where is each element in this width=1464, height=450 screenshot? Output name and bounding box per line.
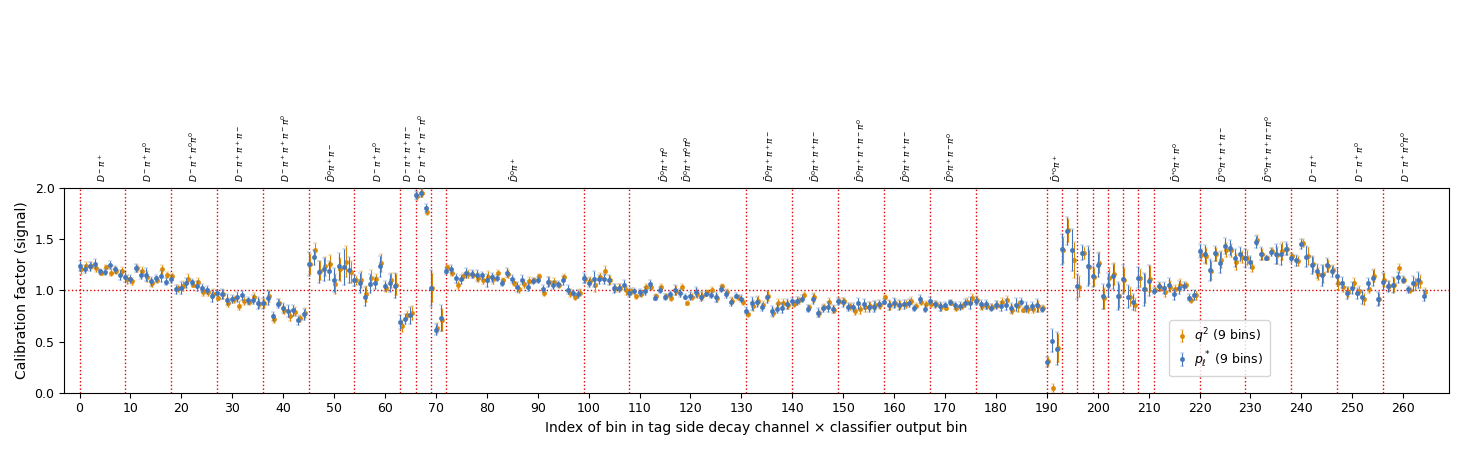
Text: $\bar{D}^0\pi^+\pi^0\pi^0$: $\bar{D}^0\pi^+\pi^0\pi^0$ — [681, 136, 694, 182]
Text: $D^-\pi^+\pi^+\pi^-$: $D^-\pi^+\pi^+\pi^-$ — [234, 126, 246, 182]
Text: $D^-\pi^+\pi^0$: $D^-\pi^+\pi^0$ — [372, 142, 384, 182]
Text: $D^-\pi^+\pi^0$: $D^-\pi^+\pi^0$ — [142, 142, 155, 182]
Text: $\bar{D}^0\pi^+\pi^-\pi^0$: $\bar{D}^0\pi^+\pi^-\pi^0$ — [944, 132, 956, 182]
Text: $D^-\pi^+\pi^0$: $D^-\pi^+\pi^0$ — [1354, 142, 1366, 182]
Text: $\bar{D}^0\pi^+\pi^+\pi^-$: $\bar{D}^0\pi^+\pi^+\pi^-$ — [900, 130, 914, 182]
Text: $D^-\pi^+$: $D^-\pi^+$ — [1309, 153, 1321, 182]
Text: $D^-\pi^+\pi^+\pi^-\pi^0$: $D^-\pi^+\pi^+\pi^-\pi^0$ — [417, 114, 429, 182]
Text: $D^-\pi^+\pi^0\pi^0$: $D^-\pi^+\pi^0\pi^0$ — [1400, 131, 1411, 182]
Text: $\bar{D}^0\pi^+\pi^-$: $\bar{D}^0\pi^+\pi^-$ — [325, 144, 338, 182]
Text: $\bar{D}^0\pi^+\pi^0$: $\bar{D}^0\pi^+\pi^0$ — [659, 146, 672, 182]
Text: $\bar{D}^0\pi^+\pi^+\pi^-$: $\bar{D}^0\pi^+\pi^+\pi^-$ — [763, 130, 776, 182]
Text: $\bar{D}^0\pi^+\pi^+\pi^-\pi^0$: $\bar{D}^0\pi^+\pi^+\pi^-\pi^0$ — [855, 118, 868, 182]
Text: $\bar{D}^{*0}\pi^+\pi^+\pi^-$: $\bar{D}^{*0}\pi^+\pi^+\pi^-$ — [1217, 127, 1228, 182]
Text: $D^-\pi^+$: $D^-\pi^+$ — [97, 153, 108, 182]
Text: $\bar{D}^0\pi^+$: $\bar{D}^0\pi^+$ — [508, 158, 521, 182]
Y-axis label: Calibration factor (signal): Calibration factor (signal) — [15, 202, 29, 379]
Text: $\bar{D}^{*0}\pi^+$: $\bar{D}^{*0}\pi^+$ — [1051, 154, 1063, 182]
Text: $\bar{D}^{*0}\pi^+\pi^+\pi^-\pi^0$: $\bar{D}^{*0}\pi^+\pi^+\pi^-\pi^0$ — [1262, 115, 1275, 182]
Text: $\bar{D}^{*0}\pi^+\pi^0$: $\bar{D}^{*0}\pi^+\pi^0$ — [1170, 143, 1183, 182]
X-axis label: Index of bin in tag side decay channel × classifier output bin: Index of bin in tag side decay channel ×… — [546, 421, 968, 435]
Text: $\bar{D}^0\pi^+\pi^+\pi^-$: $\bar{D}^0\pi^+\pi^+\pi^-$ — [808, 130, 821, 182]
Text: $D^-\pi^+\pi^0\pi^0$: $D^-\pi^+\pi^0\pi^0$ — [187, 131, 201, 182]
Legend: $q^2$ (9 bins), $p_\ell^*$ (9 bins): $q^2$ (9 bins), $p_\ell^*$ (9 bins) — [1170, 320, 1269, 376]
Text: $D^-\pi^+\pi^+\pi^-\pi^0$: $D^-\pi^+\pi^+\pi^-\pi^0$ — [280, 114, 291, 182]
Text: $D^-\pi^+\pi^+\pi^-$: $D^-\pi^+\pi^+\pi^-$ — [403, 126, 414, 182]
